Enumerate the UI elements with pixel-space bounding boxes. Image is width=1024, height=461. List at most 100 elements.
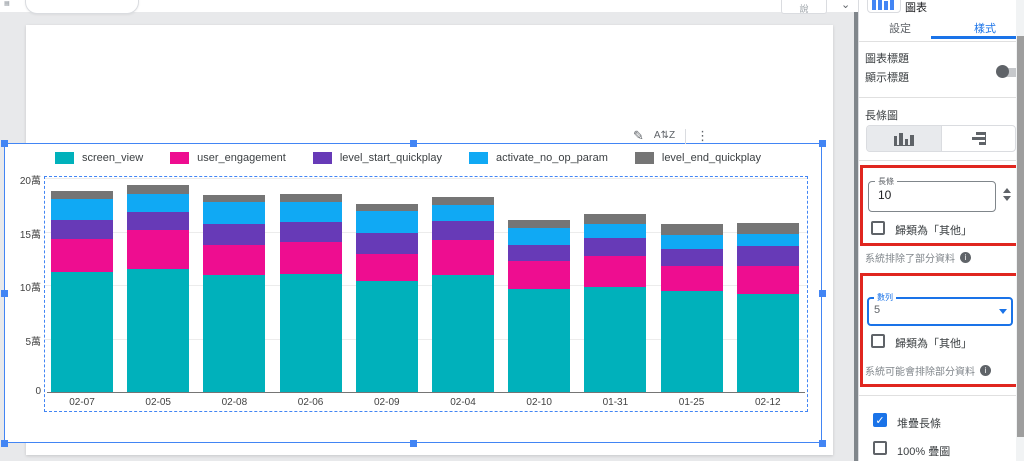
bar-segment-activate_no_op_param[interactable] [127, 194, 190, 213]
bars-stepper[interactable] [1003, 188, 1011, 201]
bar-segment-screen_view[interactable] [432, 275, 494, 392]
bar-segment-level_start_quickplay[interactable] [432, 220, 494, 241]
legend-item[interactable]: activate_no_op_param [468, 152, 608, 164]
bar-segment-user_engagement[interactable] [736, 265, 799, 294]
legend-item[interactable]: user_engagement [170, 152, 286, 164]
chart-type-icon[interactable] [867, 0, 901, 13]
bar-segment-user_engagement[interactable] [660, 265, 723, 292]
selection-handle[interactable] [1, 290, 8, 297]
bar-segment-level_end_quickplay[interactable] [127, 185, 190, 195]
bar-segment-level_end_quickplay[interactable] [432, 197, 494, 205]
y-tick-label: 10萬 [19, 283, 41, 294]
bar-segment-level_start_quickplay[interactable] [660, 248, 723, 266]
bar-segment-level_end_quickplay[interactable] [355, 203, 418, 212]
bar-segment-screen_view[interactable] [51, 272, 113, 392]
selection-handle[interactable] [1, 440, 8, 447]
selection-handle[interactable] [410, 140, 417, 147]
bar-segment-screen_view[interactable] [508, 289, 571, 392]
bar-segment-level_start_quickplay[interactable] [203, 224, 266, 246]
vertical-bars-button[interactable] [867, 126, 941, 151]
bar-segment-screen_view[interactable] [127, 268, 190, 392]
legend-item[interactable]: screen_view [55, 152, 143, 164]
bar-segment-activate_no_op_param[interactable] [508, 228, 571, 246]
series-group-other-checkbox[interactable] [871, 334, 885, 348]
selection-handle[interactable] [819, 290, 826, 297]
toolbar-caret-icon[interactable]: ⌄ [841, 0, 851, 11]
bar-segment-level_start_quickplay[interactable] [584, 237, 647, 257]
bar-segment-user_engagement[interactable] [203, 245, 266, 276]
horizontal-bars-button[interactable] [940, 126, 1016, 151]
bar-segment-level_end_quickplay[interactable] [279, 194, 342, 202]
legend-item[interactable]: level_start_quickplay [312, 152, 442, 164]
x-tick-label: 02-12 [755, 397, 781, 408]
bar-segment-activate_no_op_param[interactable] [355, 211, 418, 233]
more-menu-icon[interactable]: ⋮ [696, 128, 710, 143]
bar-segment-screen_view[interactable] [279, 274, 342, 392]
bar-segment-user_engagement[interactable] [432, 240, 494, 276]
bar-segment-level_end_quickplay[interactable] [203, 195, 266, 202]
pct-stack-checkbox[interactable] [873, 441, 887, 455]
toolbar-partial-button[interactable]: 說 [781, 0, 827, 14]
bar-segment-user_engagement[interactable] [51, 238, 113, 273]
stepper-down-icon[interactable] [1003, 196, 1011, 201]
bar-segment-activate_no_op_param[interactable] [432, 204, 494, 221]
bar-segment-screen_view[interactable] [355, 280, 418, 392]
bar-segment-user_engagement[interactable] [508, 261, 571, 290]
selection-handle[interactable] [819, 140, 826, 147]
top-toolbar: ▦ 說 ⌄ [0, 0, 1024, 14]
dropdown-caret-icon[interactable] [999, 309, 1007, 314]
panel-scrollbar-thumb[interactable] [1017, 36, 1024, 437]
selection-handle[interactable] [819, 440, 826, 447]
bars-input-value[interactable]: 10 [878, 188, 892, 202]
bars-group-other-checkbox[interactable] [871, 221, 885, 235]
y-tick-label: 20萬 [19, 176, 41, 187]
bar-segment-level_end_quickplay[interactable] [660, 224, 723, 235]
bar-segment-user_engagement[interactable] [127, 230, 190, 269]
bar-segment-activate_no_op_param[interactable] [736, 233, 799, 247]
bar-segment-level_end_quickplay[interactable] [508, 219, 571, 229]
bar-segment-activate_no_op_param[interactable] [279, 201, 342, 222]
info-icon[interactable]: i [980, 365, 991, 376]
bar-segment-activate_no_op_param[interactable] [584, 224, 647, 238]
bar-segment-activate_no_op_param[interactable] [51, 199, 113, 220]
horizontal-bar-chart-icon [971, 132, 986, 145]
selection-handle[interactable] [1, 140, 8, 147]
series-input-value[interactable]: 5 [874, 304, 881, 316]
bar-segment-level_end_quickplay[interactable] [736, 222, 799, 234]
show-title-toggle[interactable] [1000, 68, 1021, 77]
bar-segment-level_start_quickplay[interactable] [355, 232, 418, 254]
bar-segment-user_engagement[interactable] [584, 256, 647, 288]
stacked-bars-checkbox[interactable]: ✓ [873, 413, 887, 427]
edit-pencil-icon[interactable]: ✎ [633, 128, 644, 143]
y-tick-label: 15萬 [19, 229, 41, 241]
properties-panel: 圖表 設定 樣式 圖表標題 顯示標題 長條圖 長條 [858, 0, 1024, 461]
selection-handle[interactable] [410, 440, 417, 447]
bar-segment-level_start_quickplay[interactable] [508, 245, 571, 262]
bar-segment-screen_view[interactable] [584, 287, 647, 392]
sort-az-icon[interactable]: A⇅Z [653, 130, 676, 141]
tab-style[interactable]: 樣式 [974, 23, 996, 35]
bar-segment-activate_no_op_param[interactable] [660, 234, 723, 249]
tab-settings[interactable]: 設定 [889, 23, 911, 35]
bar-segment-level_start_quickplay[interactable] [51, 219, 113, 239]
bar-segment-level_start_quickplay[interactable] [736, 246, 799, 266]
bar-chart-section-label: 長條圖 [865, 110, 898, 122]
info-icon[interactable]: i [960, 252, 971, 263]
bar-segment-level_end_quickplay[interactable] [51, 190, 113, 200]
bar-segment-level_end_quickplay[interactable] [584, 214, 647, 224]
show-title-toggle-knob[interactable] [996, 65, 1009, 78]
legend-item[interactable]: level_end_quickplay [634, 152, 761, 164]
bar-segment-activate_no_op_param[interactable] [203, 201, 266, 224]
toolbar-pill-control[interactable] [25, 0, 139, 14]
bar-segment-screen_view[interactable] [736, 293, 799, 392]
bar-segment-level_start_quickplay[interactable] [279, 221, 342, 243]
legend-label: user_engagement [197, 152, 286, 164]
bar-segment-screen_view[interactable] [203, 275, 266, 392]
bar-segment-level_start_quickplay[interactable] [127, 212, 190, 231]
stepper-up-icon[interactable] [1003, 188, 1011, 193]
stacked-bar-chart[interactable]: screen_view user_engagement level_start_qu… [1, 140, 826, 447]
bar-segment-user_engagement[interactable] [355, 253, 418, 281]
bar-segment-user_engagement[interactable] [279, 242, 342, 275]
bar-segment-screen_view[interactable] [660, 291, 723, 392]
workspace-scrollbar[interactable] [854, 12, 858, 461]
